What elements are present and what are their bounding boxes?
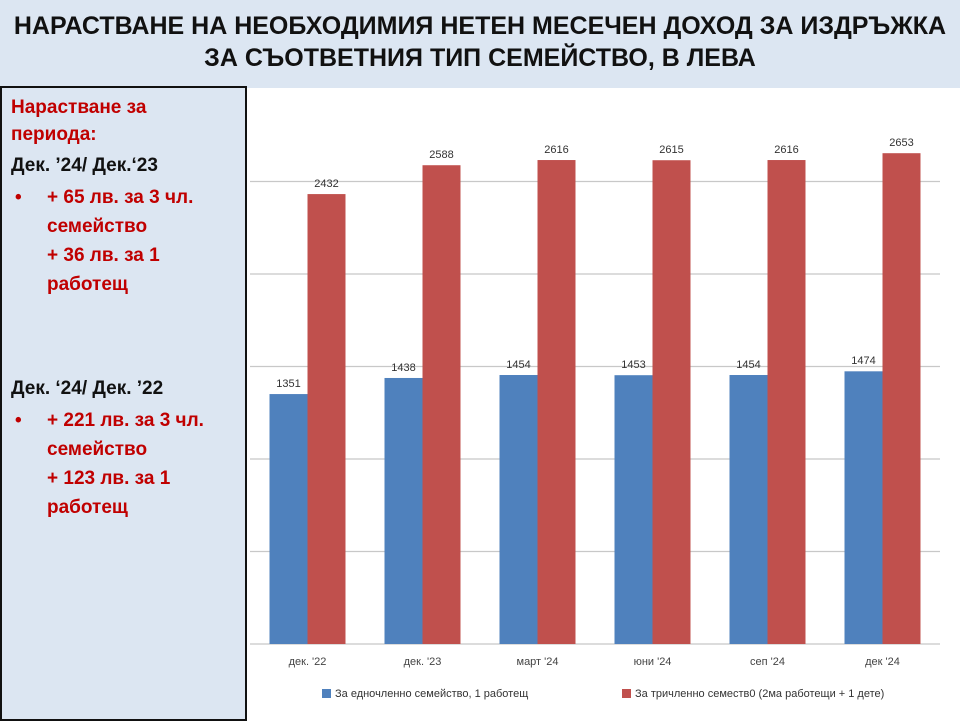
x-tick-label: дек. '23	[404, 656, 442, 668]
legend-label: За едночленно семейство, 1 работещ	[335, 688, 528, 700]
slide-title: НАРАСТВАНЕ НА НЕОБХОДИМИЯ НЕТЕН МЕСЕЧЕН …	[13, 12, 947, 72]
data-label: 2432	[314, 178, 338, 190]
data-label: 1474	[851, 355, 875, 367]
data-label: 2588	[429, 149, 453, 161]
data-label: 1351	[276, 378, 300, 390]
bar	[767, 160, 806, 644]
title-band: НАРАСТВАНЕ НА НЕОБХОДИМИЯ НЕТЕН МЕСЕЧЕН …	[0, 0, 960, 88]
bullet-line: + 36 лв. за 1 работещ	[47, 245, 160, 295]
bar	[537, 160, 576, 644]
bar	[652, 160, 691, 644]
data-label: 2653	[889, 137, 913, 149]
data-label: 2616	[544, 144, 568, 156]
data-label: 1453	[621, 359, 645, 371]
bar	[729, 375, 768, 644]
bar	[844, 371, 883, 644]
data-label: 2616	[774, 144, 798, 156]
data-label: 1438	[391, 362, 415, 374]
legend-label: За тричленно семеств0 (2ма работещи + 1 …	[635, 688, 884, 700]
legend-swatch	[322, 689, 331, 698]
period: Дек. ’24/ Дек.‘23	[11, 155, 158, 176]
bullet-line: + 123 лв. за 1 работещ	[47, 468, 171, 518]
data-label: 1454	[736, 359, 760, 371]
x-tick-label: сеп '24	[750, 656, 785, 668]
legend-swatch	[622, 689, 631, 698]
x-tick-label: дек '24	[865, 656, 900, 668]
side-panel: Нарастване за периода: Дек. ’24/ Дек.‘23…	[0, 86, 247, 721]
bullet-line: + 221 лв. за 3 чл. семейство	[47, 410, 204, 460]
bar	[882, 153, 921, 644]
chart: дек. '22 1351 2432 дек. '23 1438 2588 март '24…	[250, 137, 940, 700]
x-tick-label: март '24	[517, 656, 559, 668]
bar	[614, 375, 653, 644]
bullet-item: + 65 лв. за 3 чл. семейство + 36 лв. за …	[15, 183, 237, 299]
bar	[384, 377, 423, 644]
period: Дек. ‘24/ Дек. ’22	[11, 378, 164, 399]
data-label: 2615	[659, 144, 683, 156]
bar	[499, 375, 538, 644]
data-label: 1454	[506, 359, 530, 371]
bar	[269, 394, 308, 644]
panel-heading: Нарастване за периода:	[11, 97, 147, 145]
x-tick-label: дек. '22	[289, 656, 327, 668]
bullet-line: + 65 лв. за 3 чл. семейство	[47, 187, 194, 237]
bar	[422, 165, 461, 644]
x-tick-label: юни '24	[634, 656, 672, 668]
bullet-item: + 221 лв. за 3 чл. семейство + 123 лв. з…	[15, 406, 237, 522]
bar	[307, 194, 346, 644]
